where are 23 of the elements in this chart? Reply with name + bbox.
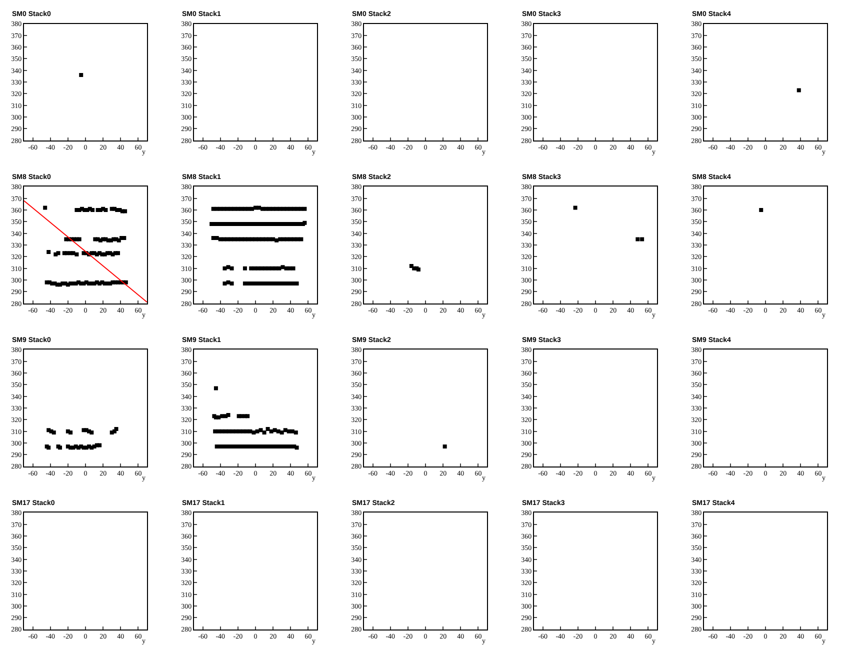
point: [269, 429, 274, 434]
point: [248, 429, 252, 434]
point: [226, 413, 230, 417]
point: [68, 430, 73, 434]
point: [276, 429, 280, 434]
point: [52, 430, 56, 434]
point: [262, 430, 266, 434]
point: [255, 429, 260, 434]
point: [280, 430, 284, 434]
point: [214, 386, 218, 390]
point: [252, 430, 256, 434]
point: [294, 430, 298, 434]
point: [246, 414, 250, 418]
point: [114, 426, 118, 431]
point: [216, 415, 221, 420]
point: [266, 426, 270, 431]
point: [90, 430, 94, 434]
point: [283, 428, 288, 432]
point: [290, 429, 294, 434]
point: [98, 443, 102, 448]
point: [294, 446, 299, 450]
point: [258, 428, 263, 432]
point: [272, 428, 277, 432]
